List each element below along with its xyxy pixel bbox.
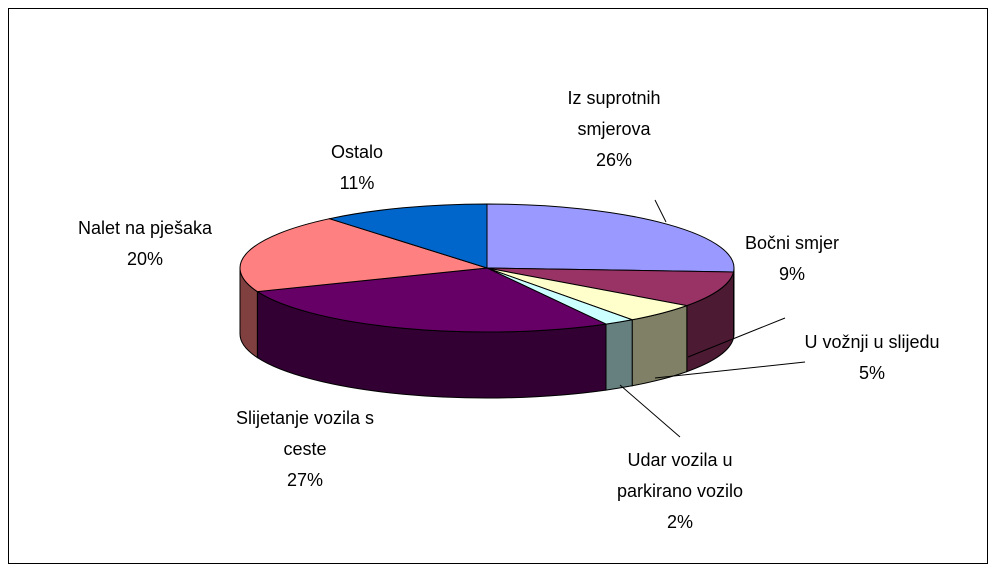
slice-label: Nalet na pješaka 20%	[45, 213, 245, 275]
pie-slice	[486, 203, 735, 273]
slice-label: Ostalo 11%	[307, 137, 407, 199]
slice-label: Bočni smjer 9%	[722, 228, 862, 290]
category-label: Udar vozila u parkirano vozilo	[616, 450, 744, 501]
value-label: 9%	[778, 264, 805, 284]
value-label: 20%	[126, 249, 164, 269]
leader-line	[687, 317, 786, 358]
category-label: U vožnji u slijedu	[804, 332, 940, 352]
pie-slice	[486, 267, 735, 307]
category-label: Bočni smjer	[744, 233, 840, 253]
slice-label: Iz suprotnih smjerova 26%	[559, 83, 669, 176]
value-label: 5%	[858, 363, 885, 383]
value-label: 11%	[339, 173, 375, 193]
category-label: Slijetanje vozila s ceste	[235, 408, 375, 459]
leader-line	[619, 384, 681, 438]
slice-label: Slijetanje vozila s ceste 27%	[215, 403, 395, 496]
pie-tops	[239, 203, 735, 333]
pie-slice	[327, 203, 488, 269]
category-label: Ostalo	[330, 142, 384, 162]
pie-slice	[239, 218, 488, 293]
category-label: Nalet na pješaka	[77, 218, 213, 238]
pie-slice	[255, 267, 608, 333]
slice-label: Udar vozila u parkirano vozilo 2%	[595, 445, 765, 538]
category-label: Iz suprotnih smjerova	[567, 88, 661, 139]
pie-slice-side	[605, 319, 633, 391]
value-label: 27%	[286, 470, 324, 490]
pie-walls	[239, 267, 735, 399]
leader-line	[654, 361, 806, 379]
leader-line	[654, 199, 667, 223]
value-label: 2%	[666, 512, 693, 532]
slice-label: U vožnji u slijedu 5%	[787, 327, 957, 389]
value-label: 26%	[595, 150, 633, 170]
chart-frame	[8, 8, 988, 564]
